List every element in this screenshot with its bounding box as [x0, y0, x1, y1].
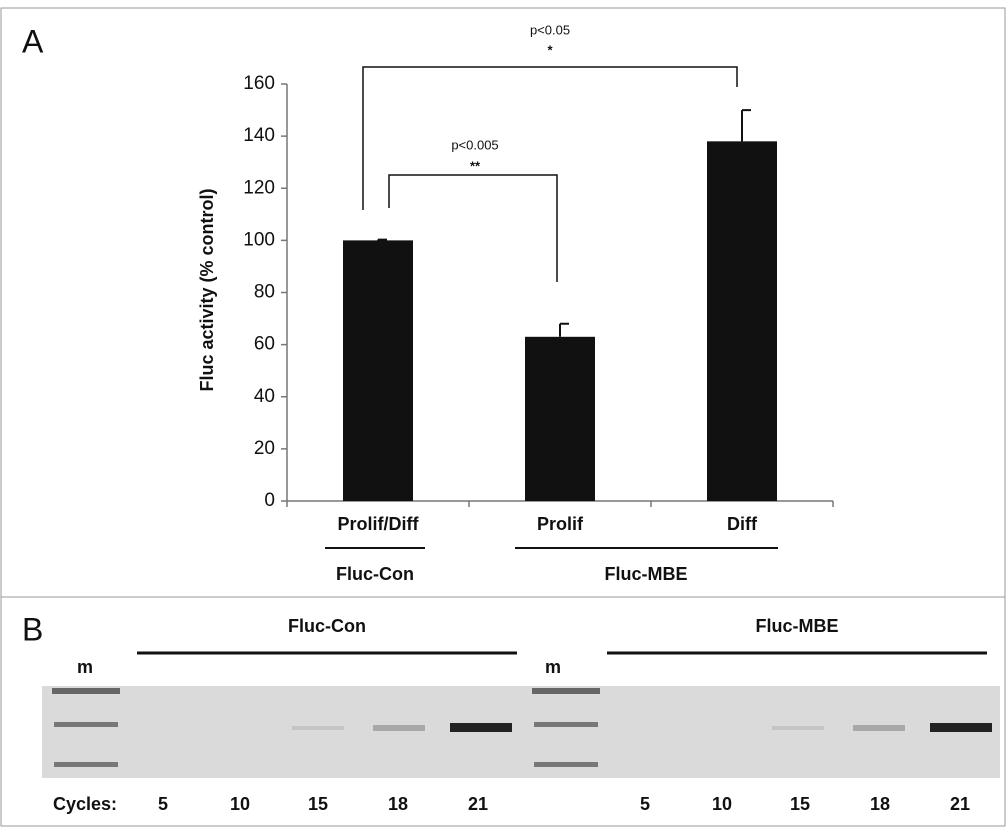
x-tick-label: Prolif/Diff	[338, 514, 420, 534]
y-tick-label: 160	[243, 73, 275, 94]
cycle-label: 5	[158, 794, 168, 814]
bracket	[363, 67, 737, 210]
cycles-label: Cycles:	[53, 794, 117, 814]
y-axis-label: Fluc activity (% control)	[197, 188, 217, 391]
y-tick-label: 100	[243, 229, 275, 250]
y-tick-label: 80	[254, 282, 275, 303]
bar	[707, 141, 777, 501]
group-label: Fluc-Con	[336, 564, 414, 584]
x-tick-label: Prolif	[537, 514, 584, 534]
cycle-label: 18	[388, 794, 408, 814]
error-bar	[378, 240, 387, 241]
cycle-label: 10	[712, 794, 732, 814]
figure: A Fluc activity (% control) p<0.005 ** p…	[0, 0, 1006, 827]
y-tick-label: 140	[243, 125, 275, 146]
error-bar	[742, 110, 751, 141]
stars: *	[547, 42, 553, 57]
cycle-label: 21	[468, 794, 488, 814]
cycle-label: 5	[640, 794, 650, 814]
gel-group-label: Fluc-Con	[288, 616, 366, 636]
panel-label: A	[22, 23, 44, 59]
marker-label: m	[545, 657, 561, 677]
y-tick-label: 120	[243, 177, 275, 198]
bar	[343, 240, 413, 501]
x-tick-label: Diff	[727, 514, 758, 534]
gel-image	[42, 686, 1000, 778]
cycle-label: 21	[950, 794, 970, 814]
cycle-label: 18	[870, 794, 890, 814]
y-tick-label: 60	[254, 334, 275, 355]
bracket	[389, 175, 557, 282]
p-value: p<0.05	[530, 22, 570, 37]
y-tick-label: 40	[254, 386, 275, 407]
cycle-label: 15	[308, 794, 328, 814]
y-tick-label: 20	[254, 438, 275, 459]
p-value: p<0.005	[451, 137, 498, 152]
y-tick-label: 0	[264, 490, 275, 511]
group-label: Fluc-MBE	[605, 564, 688, 584]
gel-group-label: Fluc-MBE	[756, 616, 839, 636]
marker-label: m	[77, 657, 93, 677]
bar	[525, 337, 595, 501]
cycle-label: 15	[790, 794, 810, 814]
panel-label: B	[22, 611, 43, 647]
panel-a-frame	[1, 8, 1005, 597]
stars: **	[470, 158, 481, 173]
cycle-label: 10	[230, 794, 250, 814]
error-bar	[560, 324, 569, 337]
